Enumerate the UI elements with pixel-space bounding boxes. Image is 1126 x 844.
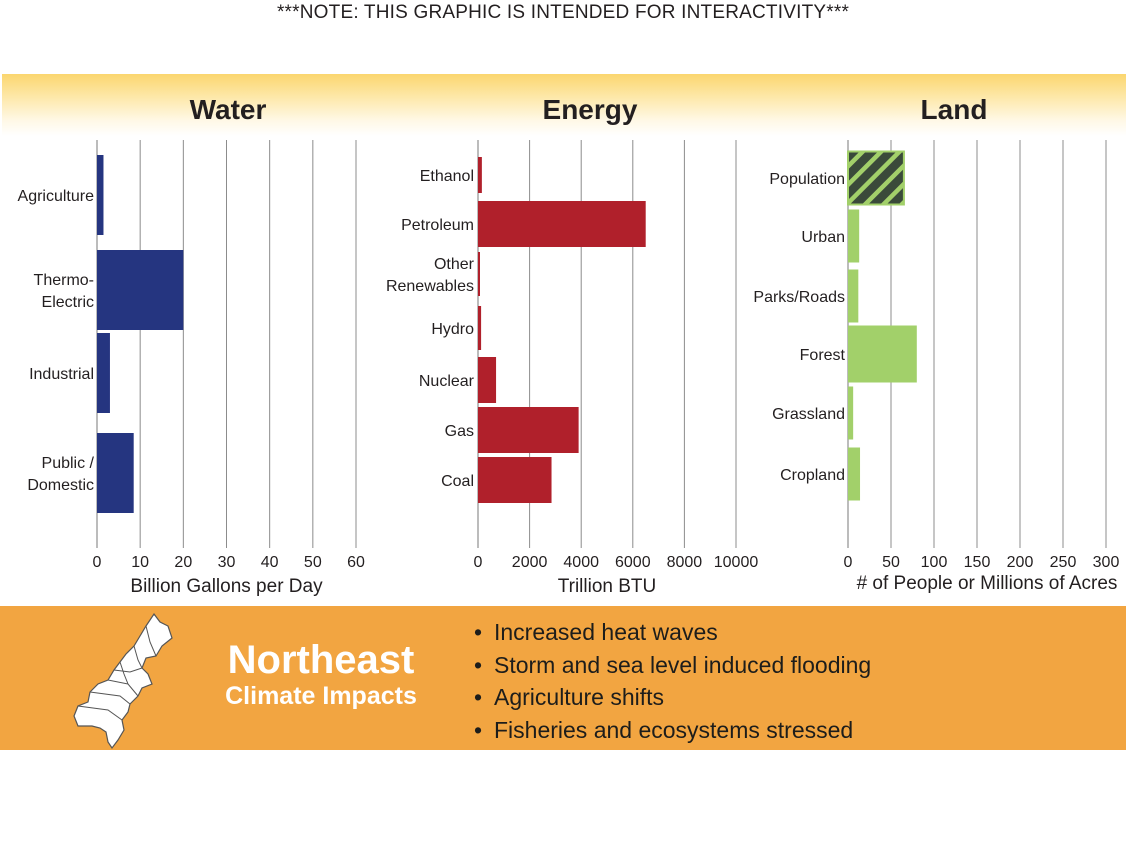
tick-label: 300: [1093, 554, 1120, 571]
tick-label: 4000: [563, 554, 599, 571]
category-label: Hydro: [431, 321, 474, 338]
bar: [478, 201, 646, 247]
list-item: • Increased heat waves: [474, 616, 871, 649]
tick-label: 40: [261, 554, 279, 571]
water-section-title: Water: [189, 94, 267, 125]
tick-label: 150: [964, 554, 991, 571]
region-title: Northeast: [227, 638, 415, 682]
list-item: • Agriculture shifts: [474, 681, 871, 714]
category-label: Population: [769, 171, 845, 188]
bar: [97, 250, 184, 330]
bar: [848, 447, 861, 501]
bar: [848, 325, 917, 383]
bar: [478, 457, 552, 503]
charts-canvas: 0 10 20 30 40 50 60 Agriculture Thermo- Electric I…: [18, 140, 1120, 597]
tick-label: 50: [882, 554, 900, 571]
bar: [478, 306, 482, 350]
category-label: Cropland: [780, 467, 845, 484]
bar: [848, 386, 854, 440]
tick-label: 0: [93, 554, 102, 571]
bar: [478, 252, 480, 296]
tick-label: 2000: [512, 554, 548, 571]
tick-label: 0: [474, 554, 483, 571]
category-label: Renewables: [386, 278, 474, 295]
bullet-icon: •: [474, 619, 483, 645]
category-label: Agriculture: [18, 188, 95, 205]
category-label: Industrial: [29, 366, 94, 383]
axis-label: Trillion BTU: [558, 576, 657, 597]
bullet-icon: •: [474, 651, 483, 678]
bullet-icon: •: [474, 716, 483, 743]
bar: [478, 157, 482, 193]
bullet-icon: •: [474, 684, 483, 710]
impact-text: Increased heat waves: [494, 619, 718, 645]
axis-label: Billion Gallons per Day: [130, 576, 323, 597]
impact-text: Fisheries and ecosystems stressed: [494, 716, 854, 743]
tick-label: 10: [131, 554, 149, 571]
bar: [478, 407, 579, 453]
category-label: Ethanol: [420, 168, 474, 185]
bar: [97, 333, 110, 413]
impact-text: Storm and sea level induced flooding: [494, 651, 872, 678]
category-label: Public /: [42, 455, 95, 472]
bar: [478, 357, 497, 403]
tick-label: 50: [304, 554, 322, 571]
bar: [847, 150, 905, 206]
energy-section-title: Energy: [542, 94, 638, 125]
impact-text: Agriculture shifts: [494, 684, 665, 710]
category-label: Gas: [445, 423, 474, 440]
bar: [97, 433, 134, 513]
list-item: • Storm and sea level induced flooding: [474, 649, 871, 682]
section-header-band: [2, 74, 1126, 136]
category-label: Domestic: [27, 477, 94, 494]
bar: [848, 209, 860, 263]
category-label: Forest: [800, 347, 846, 364]
tick-label: 60: [347, 554, 365, 571]
tick-label: 10000: [714, 554, 759, 571]
northeast-us-map-icon: [73, 612, 173, 750]
tick-label: 20: [174, 554, 192, 571]
tick-label: 0: [844, 554, 853, 571]
region-subtitle: Climate Impacts: [225, 682, 417, 710]
category-label: Nuclear: [419, 373, 475, 390]
bar: [97, 155, 104, 235]
tick-label: 8000: [667, 554, 703, 571]
category-label: Petroleum: [401, 217, 474, 234]
category-label: Parks/Roads: [753, 289, 845, 306]
tick-label: 30: [218, 554, 236, 571]
category-label: Urban: [801, 229, 845, 246]
category-label: Electric: [42, 294, 94, 311]
tick-label: 6000: [615, 554, 651, 571]
bar: [848, 269, 859, 323]
tick-label: 100: [921, 554, 948, 571]
impacts-list: • Increased heat waves • Storm and sea lev…: [474, 616, 871, 746]
category-label: Grassland: [772, 406, 845, 423]
tick-label: 250: [1050, 554, 1077, 571]
category-label: Thermo-: [34, 272, 94, 289]
land-section-title: Land: [920, 94, 988, 125]
climate-impacts-banner: [0, 606, 1126, 750]
category-label: Other: [434, 256, 475, 273]
interactivity-note: ***NOTE: THIS GRAPHIC IS INTENDED FOR IN…: [276, 2, 850, 23]
list-item: • Fisheries and ecosystems stressed: [474, 714, 871, 747]
tick-label: 200: [1007, 554, 1034, 571]
axis-label: # of People or Millions of Acres: [857, 573, 1118, 594]
category-label: Coal: [441, 473, 474, 490]
